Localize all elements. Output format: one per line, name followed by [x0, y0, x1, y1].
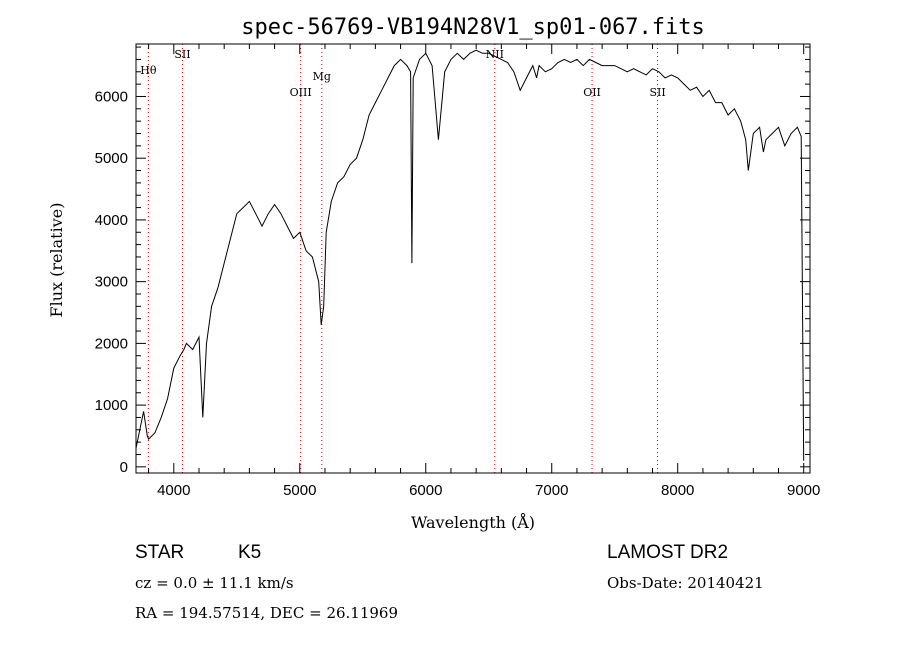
x-tick-label: 5000 — [283, 482, 316, 499]
y-tick-label: 6000 — [95, 88, 128, 105]
marker-label-0: Hθ — [140, 64, 157, 77]
y-tick-label: 2000 — [95, 335, 128, 352]
observation-date: Obs-Date: 20140421 — [607, 574, 764, 592]
coordinates: RA = 194.57514, DEC = 26.11969 — [135, 604, 399, 622]
spectral-subclass: K5 — [238, 542, 262, 563]
chart-title: spec-56769-VB194N28V1_sp01-067.fits — [241, 15, 705, 40]
marker-label-4: NII — [486, 48, 504, 61]
marker-label-1: SII — [174, 48, 190, 61]
x-axis-label: Wavelength (Å) — [411, 512, 535, 532]
spectrum-line — [135, 49, 805, 461]
marker-label-3: Mg — [313, 70, 331, 83]
axis-ticks: 4000 5000 6000 7000 8000 9000 0 1000 2000 3000 400… — [95, 44, 820, 499]
x-tick-label: 8000 — [661, 482, 694, 499]
redshift-velocity: cz = 0.0 ± 11.1 km/s — [135, 574, 294, 592]
y-tick-label: 0 — [120, 459, 128, 476]
x-tick-label: 6000 — [409, 482, 442, 499]
x-tick-label: 4000 — [157, 482, 190, 499]
y-axis-label: Flux (relative) — [47, 203, 66, 318]
y-tick-label: 3000 — [95, 274, 128, 291]
y-tick-label: 1000 — [95, 397, 128, 414]
plot-frame — [135, 43, 811, 474]
marker-label-5: OII — [583, 86, 601, 99]
x-tick-label: 7000 — [535, 482, 568, 499]
marker-label-6: SII — [649, 86, 665, 99]
x-tick-label: 9000 — [787, 482, 820, 499]
marker-label-2: OIII — [290, 86, 312, 99]
object-class: STAR — [135, 542, 185, 563]
y-tick-label: 5000 — [95, 150, 128, 167]
y-tick-label: 4000 — [95, 212, 128, 229]
survey-name: LAMOST DR2 — [607, 542, 729, 563]
